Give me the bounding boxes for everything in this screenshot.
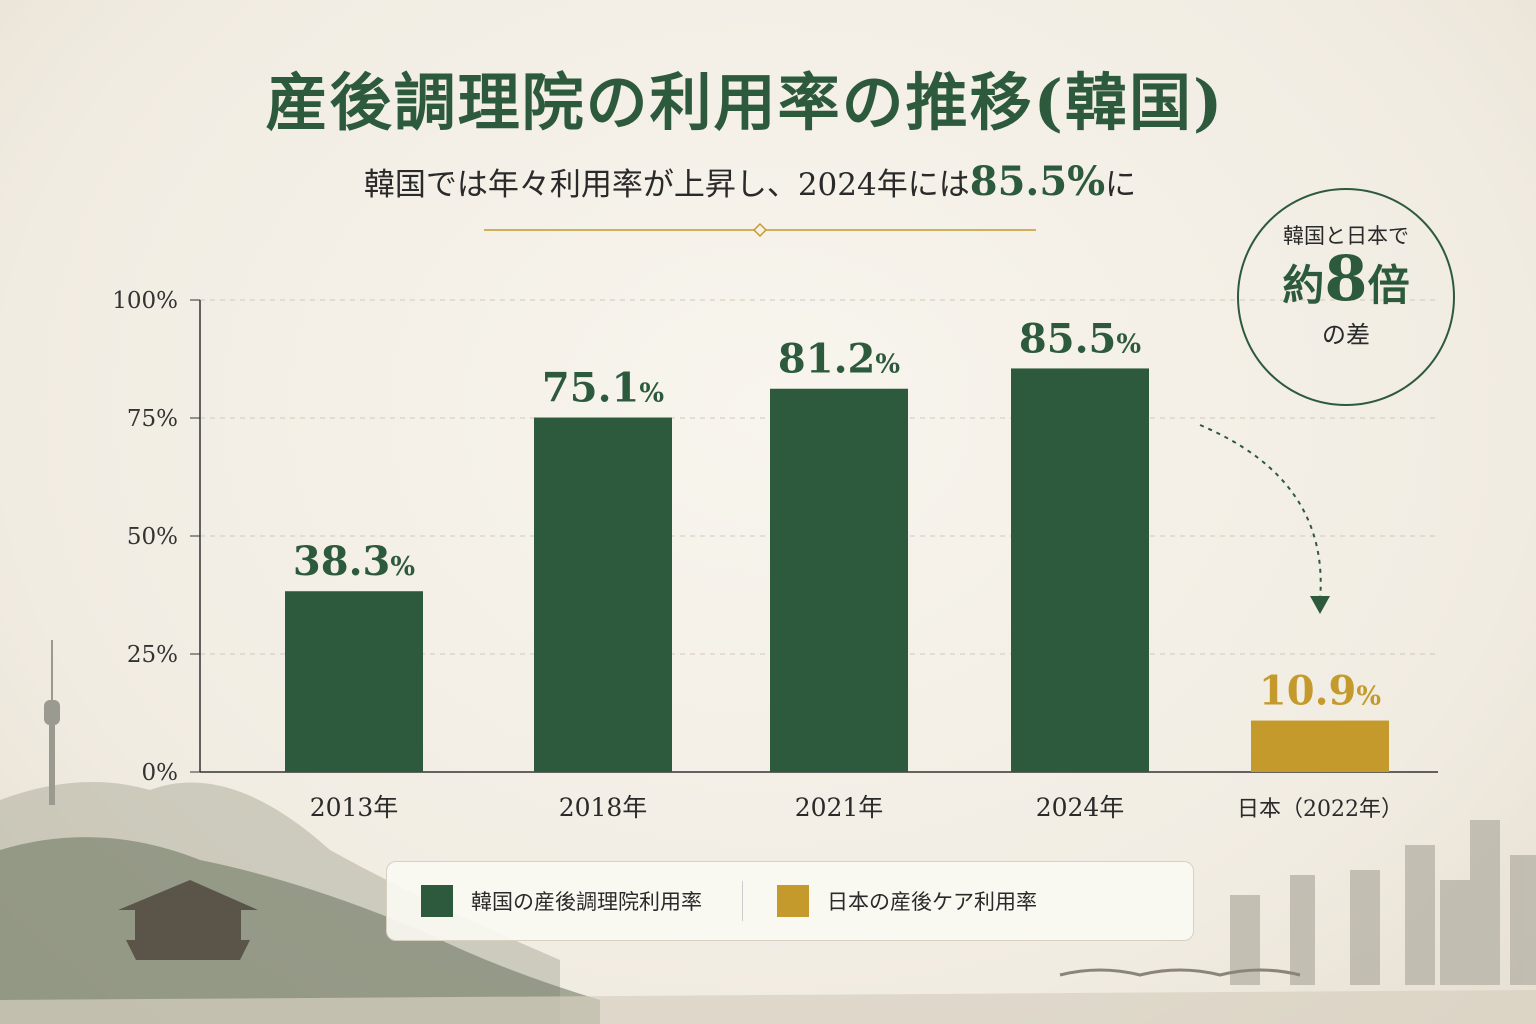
legend-label-japan: 日本の産後ケア利用率 — [827, 890, 1037, 914]
subtitle-suffix: に — [1105, 167, 1137, 203]
legend-item-japan: 日本の産後ケア利用率 — [743, 885, 1037, 917]
legend-item-korea: 韓国の産後調理院利用率 — [387, 885, 702, 917]
dashed-arrow — [1199, 424, 1322, 601]
badge-line1: 韓国と日本で — [1283, 224, 1409, 248]
badge-line2: 約8倍 — [1239, 248, 1453, 315]
chart-title: 産後調理院の利用率の推移(韓国) — [265, 66, 1225, 139]
data-label: 81.2% — [778, 336, 900, 383]
y-tick-label: 100% — [112, 288, 178, 314]
x-tick-label: 日本（2022年） — [1237, 797, 1403, 822]
y-tick-label: 0% — [142, 760, 179, 786]
ornament-divider — [484, 222, 1036, 238]
seoul-tower-icon — [44, 640, 60, 805]
badge-prefix: 約 — [1282, 261, 1325, 310]
subtitle-text: 韓国では年々利用率が上昇し、2024年には — [363, 167, 970, 203]
bar-2018年 — [534, 417, 672, 772]
y-tick-label: 25% — [127, 642, 178, 668]
legend-swatch-japan — [777, 885, 809, 917]
data-label: 75.1% — [542, 365, 664, 412]
bar-2024年 — [1011, 368, 1149, 772]
subtitle-highlight: 85.5% — [969, 158, 1106, 205]
badge-suffix: 倍 — [1367, 261, 1410, 310]
bar-日本（2022年） — [1251, 720, 1389, 772]
badge-line3: の差 — [1322, 321, 1370, 349]
badge-number: 8 — [1324, 242, 1368, 315]
x-tick-label: 2024年 — [1036, 793, 1125, 822]
legend-separator — [742, 881, 743, 921]
x-tick-label: 2021年 — [795, 793, 884, 822]
arrow-head-icon — [1310, 596, 1330, 614]
skyline-icon — [1230, 820, 1536, 985]
x-tick-label: 2018年 — [559, 793, 648, 822]
bar-2021年 — [770, 388, 908, 772]
chart-subtitle: 韓国では年々利用率が上昇し、2024年には85.5%に — [0, 158, 1500, 205]
bar-2013年 — [285, 591, 423, 772]
legend: 韓国の産後調理院利用率 日本の産後ケア利用率 — [386, 861, 1194, 941]
difference-badge: 韓国と日本で 約8倍 の差 — [1237, 188, 1455, 406]
legend-label-korea: 韓国の産後調理院利用率 — [471, 890, 702, 914]
data-label: 38.3% — [293, 538, 415, 585]
palace-icon — [118, 880, 258, 960]
y-tick-label: 75% — [127, 406, 178, 432]
legend-swatch-korea — [421, 885, 453, 917]
x-tick-label: 2013年 — [310, 793, 399, 822]
data-label: 85.5% — [1019, 315, 1141, 362]
y-tick-label: 50% — [127, 524, 178, 550]
data-label: 10.9% — [1259, 668, 1381, 715]
